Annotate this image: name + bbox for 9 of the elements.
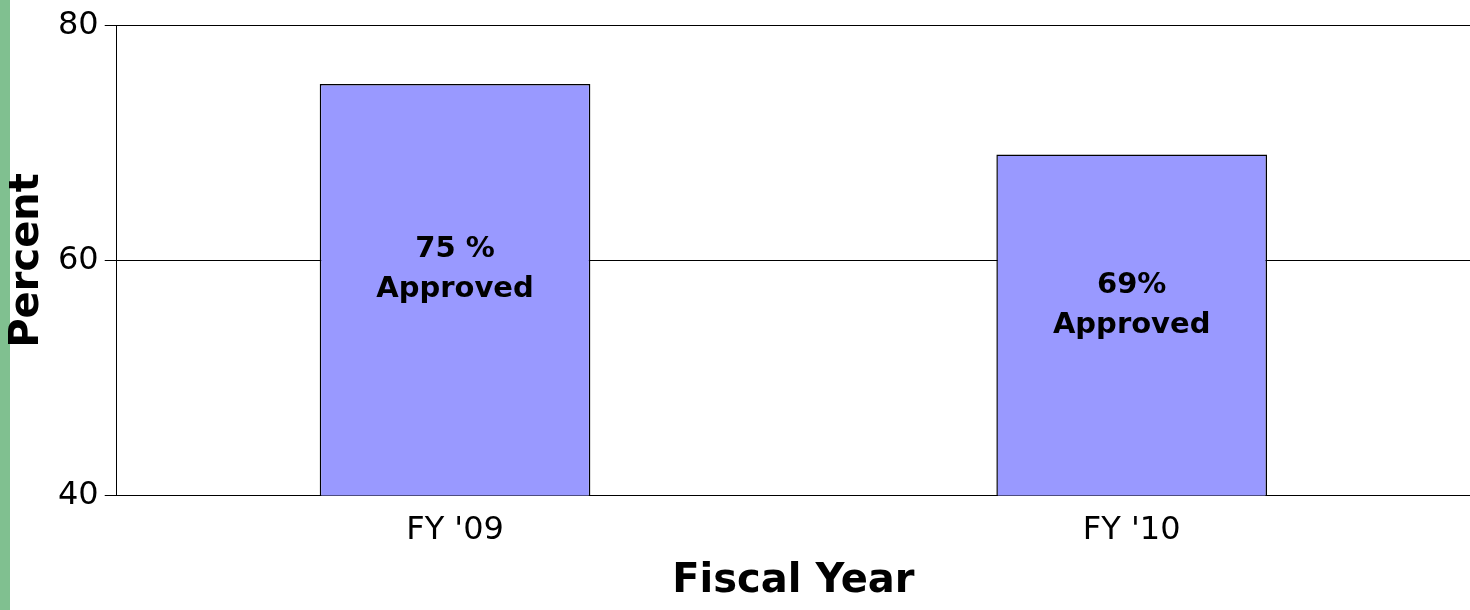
y-tick-label: 60 (58, 238, 99, 277)
x-tick-label: FY '09 (406, 509, 504, 548)
y-axis-title: Percent (1, 173, 48, 348)
data-label: 75 % Approved (376, 230, 534, 305)
y-tick-label: 40 (58, 473, 99, 512)
x-tick-label: FY '10 (1082, 509, 1181, 548)
data-label: 69% Approved (1052, 265, 1211, 340)
x-axis-title: Fiscal Year (672, 555, 915, 602)
y-tick-label: 80 (58, 3, 99, 42)
